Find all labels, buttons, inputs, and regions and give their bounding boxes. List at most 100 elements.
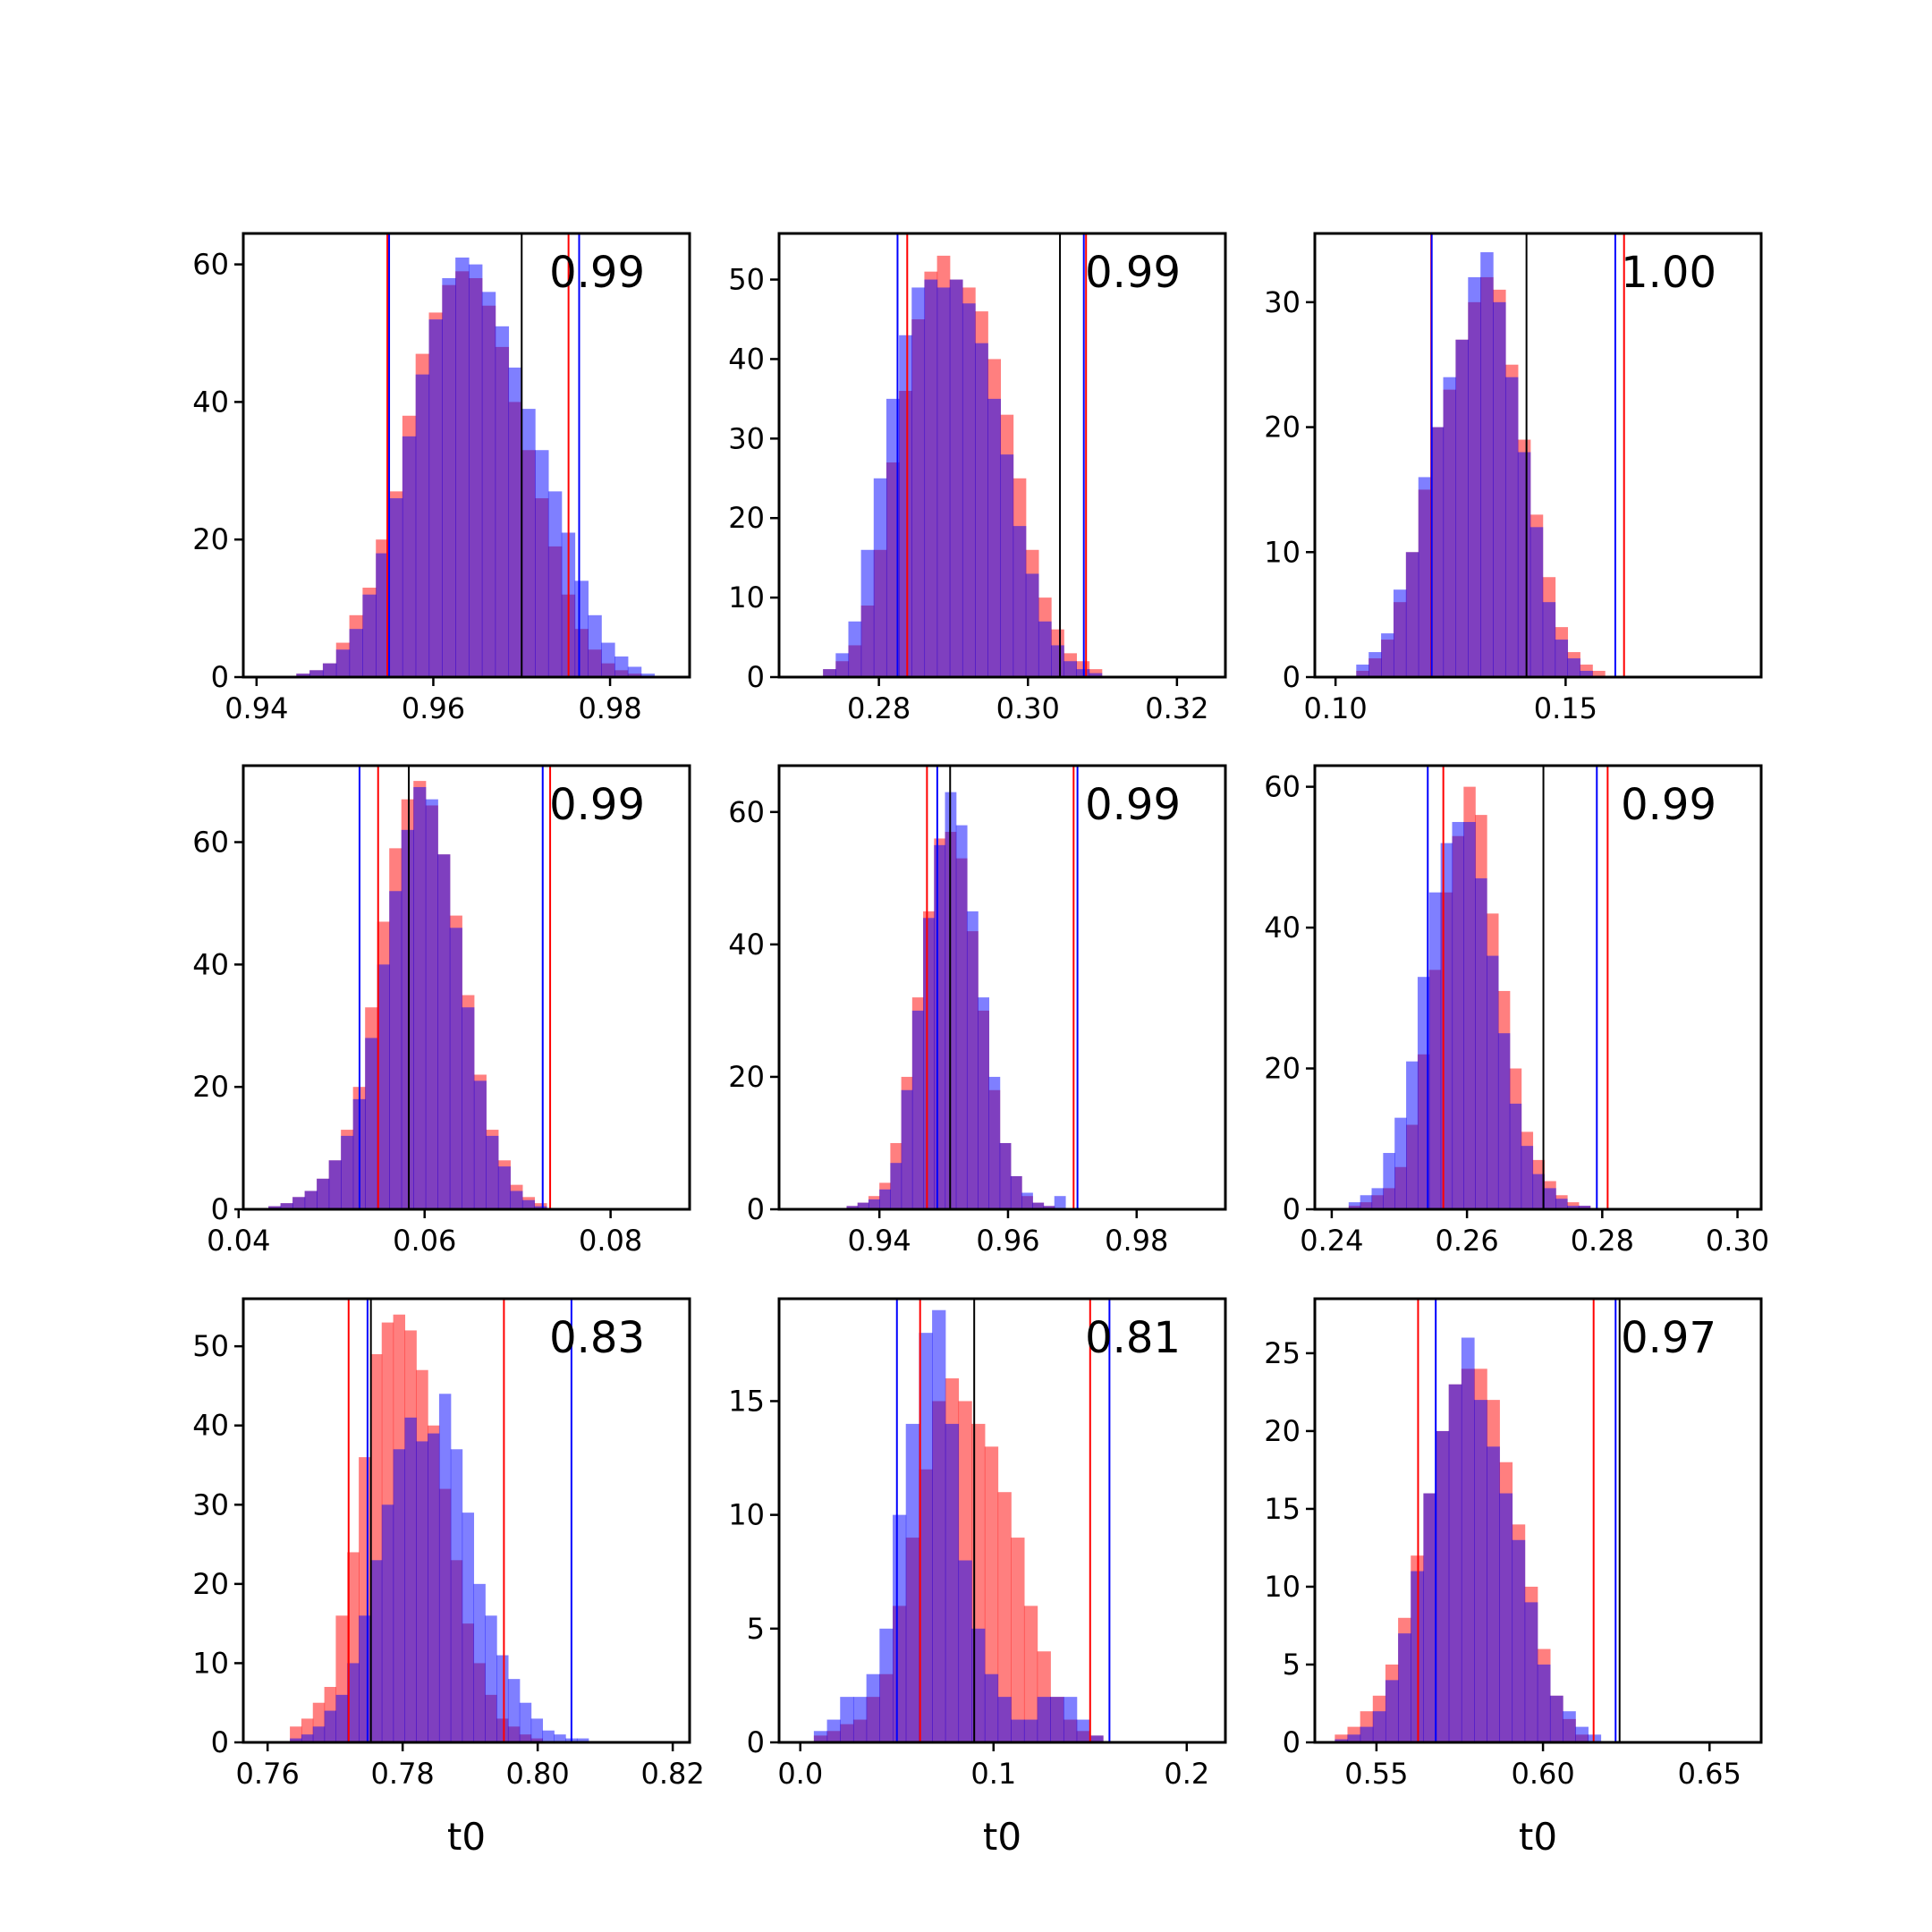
blue-histogram-bar [404,1417,417,1742]
y-tick-label: 10 [728,580,765,614]
blue-histogram-bar [1406,1061,1419,1209]
blue-histogram-bar [1013,526,1027,677]
plot-area [823,233,1103,677]
blue-histogram-bar [1371,1188,1384,1209]
histogram-panel: 0.10 0.15 0 10 20 30 1.00 [1264,232,1763,725]
blue-histogram-bar [987,398,1002,677]
correlation-score: 0.99 [1085,248,1181,298]
blue-histogram-bar [349,629,363,677]
blue-histogram-bar [934,844,946,1209]
blue-histogram-bar [442,277,456,677]
correlation-score: 0.99 [1621,780,1716,830]
blue-histogram-bar [932,1309,946,1742]
plot-area [1356,233,1625,677]
blue-histogram-bar [1521,1146,1534,1209]
blue-histogram-bar [1025,573,1039,677]
blue-histogram-bar [846,1206,859,1209]
blue-histogram-bar [1544,1188,1556,1209]
blue-histogram-bar [486,1135,499,1209]
axes-frame [1313,232,1763,679]
blue-histogram-bar [866,1674,880,1742]
blue-histogram-bar [495,326,510,677]
blue-histogram-bar [1043,1206,1055,1209]
blue-histogram-bar [393,1449,406,1742]
blue-histogram-bar [1417,977,1430,1209]
blue-histogram-bar [848,621,862,677]
y-tick-label: 0 [211,1725,229,1759]
x-tick-label: 0.15 [1534,691,1597,725]
x-axis-label: t0 [1519,1815,1557,1859]
axes-frame [777,232,1227,679]
blue-histogram-bar [1032,1202,1045,1209]
x-tick-label: 0.94 [848,1224,911,1258]
blue-histogram-bar [1537,1664,1551,1742]
blue-histogram-bar [588,614,602,677]
blue-histogram-bar [1394,1117,1407,1209]
blue-histogram-bar [873,478,887,677]
blue-histogram-bar [835,653,850,677]
blue-histogram-bar [1010,1175,1022,1209]
x-tick-label: 0.06 [393,1224,456,1258]
blue-histogram-bar [1347,1734,1361,1742]
red-histogram-bar [1023,1606,1038,1742]
blue-histogram-bar [428,319,443,677]
blue-histogram-bar [574,580,589,677]
y-tick-label: 30 [192,1487,229,1521]
correlation-score: 0.99 [549,780,645,830]
blue-histogram-bar [542,1730,555,1742]
blue-histogram-bar [473,1080,487,1209]
correlation-score: 0.81 [1085,1313,1181,1363]
plot-area [813,1299,1111,1742]
y-tick-label: 20 [1264,1052,1301,1086]
blue-histogram-bar [292,1197,306,1209]
blue-histogram-bar [975,343,988,677]
blue-histogram-bar [962,303,976,677]
y-tick-label: 0 [747,1725,765,1759]
blue-histogram-bar [280,1203,293,1209]
blue-histogram-bar [462,1513,475,1742]
blue-histogram-bar [1011,1719,1025,1742]
y-tick-label: 40 [192,1409,229,1443]
blue-histogram-bar [450,1449,463,1742]
axes-frame [777,1297,1227,1744]
x-tick-label: 0.80 [506,1757,570,1791]
blue-histogram-bar [402,436,417,677]
blue-histogram-bar [1356,665,1369,677]
blue-histogram-bar [826,1719,841,1742]
blue-histogram-bar [879,1189,891,1209]
y-tick-label: 20 [728,501,765,535]
blue-histogram-bar [840,1697,854,1742]
x-tick-label: 0.28 [1571,1224,1634,1258]
blue-histogram-bar [1063,661,1077,677]
blue-histogram-bar [425,799,438,1209]
y-tick-label: 20 [1264,1414,1301,1448]
blue-histogram-bar [852,1697,868,1742]
blue-histogram-bar [296,674,310,677]
blue-histogram-bar [535,450,549,677]
blue-histogram-bar [1468,276,1481,677]
blue-histogram-bar [627,666,642,677]
x-tick-label: 0.28 [847,691,911,725]
histogram-panel: 0.24 0.26 0.28 0.30 0 20 40 60 0.99 [1264,764,1769,1258]
y-tick-label: 40 [192,947,229,981]
blue-histogram-bar [1549,1695,1563,1742]
blue-histogram-bar [455,257,470,677]
x-tick-label: 0.60 [1511,1757,1574,1791]
blue-histogram-bar [519,1702,532,1742]
blue-histogram-bar [534,1206,547,1209]
blue-histogram-bar [1372,1711,1386,1742]
blue-histogram-bar [359,1615,371,1742]
blue-histogram-bar [601,642,615,677]
blue-histogram-bar [1398,1633,1411,1742]
blue-histogram-bar [401,829,414,1209]
y-tick-label: 20 [192,522,229,556]
blue-histogram-bar [1023,1719,1038,1742]
blue-histogram-bar [530,1718,544,1742]
blue-histogram-bar [413,786,427,1209]
plot-area [1335,1299,1621,1742]
x-tick-label: 0.1 [970,1757,1016,1791]
blue-histogram-bar [1504,377,1519,677]
blue-histogram-bar [1037,1697,1051,1742]
blue-histogram-bar [857,1202,869,1209]
x-tick-label: 0.30 [1706,1224,1769,1258]
